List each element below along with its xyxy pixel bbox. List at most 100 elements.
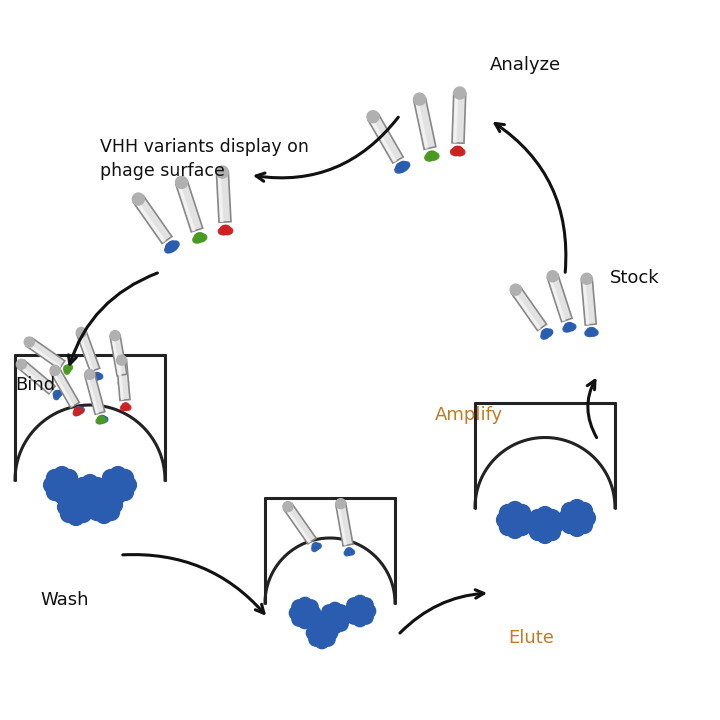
Circle shape <box>516 512 534 528</box>
Circle shape <box>452 150 459 156</box>
Circle shape <box>536 526 554 544</box>
Text: Amplify: Amplify <box>435 406 503 424</box>
Circle shape <box>93 376 98 381</box>
Circle shape <box>334 617 348 631</box>
Circle shape <box>78 499 94 516</box>
Circle shape <box>347 610 361 624</box>
Circle shape <box>403 162 410 168</box>
Polygon shape <box>15 355 165 480</box>
Circle shape <box>593 330 598 336</box>
Circle shape <box>110 330 120 341</box>
Circle shape <box>101 418 107 423</box>
Circle shape <box>452 146 462 156</box>
Circle shape <box>74 408 81 415</box>
Polygon shape <box>50 368 79 408</box>
Circle shape <box>117 484 133 500</box>
Circle shape <box>91 485 109 501</box>
Circle shape <box>353 612 367 626</box>
Circle shape <box>53 390 60 398</box>
Circle shape <box>54 395 59 400</box>
Circle shape <box>306 626 320 640</box>
Circle shape <box>576 503 593 519</box>
Circle shape <box>217 166 228 178</box>
Circle shape <box>428 151 437 160</box>
Polygon shape <box>452 93 466 143</box>
Circle shape <box>109 487 127 503</box>
Circle shape <box>57 390 62 396</box>
Circle shape <box>120 405 126 410</box>
Circle shape <box>218 228 225 235</box>
Circle shape <box>91 492 117 518</box>
Circle shape <box>544 510 560 526</box>
Circle shape <box>427 155 433 161</box>
Circle shape <box>89 477 105 495</box>
Circle shape <box>344 604 359 618</box>
Circle shape <box>60 492 77 508</box>
Circle shape <box>541 330 549 338</box>
Circle shape <box>78 408 83 414</box>
Circle shape <box>102 484 120 500</box>
Circle shape <box>81 495 99 511</box>
Polygon shape <box>582 279 590 325</box>
Circle shape <box>24 337 35 347</box>
Circle shape <box>497 512 513 528</box>
Circle shape <box>289 606 304 620</box>
Circle shape <box>532 512 558 538</box>
Polygon shape <box>133 196 172 243</box>
Circle shape <box>309 632 323 646</box>
Circle shape <box>349 600 371 622</box>
Circle shape <box>543 333 549 338</box>
Circle shape <box>513 518 531 536</box>
Circle shape <box>433 153 439 159</box>
Circle shape <box>402 163 408 170</box>
Circle shape <box>292 612 306 626</box>
Circle shape <box>49 472 75 498</box>
Circle shape <box>543 329 551 337</box>
Circle shape <box>97 415 105 423</box>
Circle shape <box>194 233 203 242</box>
Circle shape <box>53 487 71 503</box>
Circle shape <box>328 603 342 616</box>
Circle shape <box>283 502 293 512</box>
Circle shape <box>226 228 233 234</box>
Circle shape <box>60 505 77 523</box>
Circle shape <box>105 472 131 498</box>
Circle shape <box>166 243 174 252</box>
Circle shape <box>581 274 593 284</box>
Polygon shape <box>512 290 541 330</box>
Circle shape <box>588 328 596 336</box>
Circle shape <box>98 418 103 424</box>
Polygon shape <box>581 279 596 325</box>
Circle shape <box>193 237 199 243</box>
Circle shape <box>347 598 361 612</box>
Circle shape <box>306 606 320 620</box>
Circle shape <box>122 402 130 410</box>
Circle shape <box>563 326 569 332</box>
Circle shape <box>321 632 335 646</box>
Circle shape <box>451 149 456 155</box>
Polygon shape <box>369 117 397 163</box>
Circle shape <box>562 517 578 534</box>
Circle shape <box>564 323 572 331</box>
Circle shape <box>544 523 560 541</box>
Circle shape <box>322 605 336 619</box>
Circle shape <box>79 408 84 413</box>
Circle shape <box>454 146 463 156</box>
Circle shape <box>173 241 179 248</box>
Polygon shape <box>18 361 55 394</box>
Polygon shape <box>415 99 428 149</box>
Circle shape <box>576 517 593 534</box>
Circle shape <box>541 333 546 339</box>
Polygon shape <box>549 276 566 321</box>
Circle shape <box>502 507 528 533</box>
Polygon shape <box>135 200 166 243</box>
Polygon shape <box>547 274 572 322</box>
Polygon shape <box>76 330 99 372</box>
Circle shape <box>117 355 127 365</box>
Circle shape <box>102 469 120 486</box>
Circle shape <box>168 241 177 250</box>
Circle shape <box>103 490 120 506</box>
Text: Elute: Elute <box>508 629 554 647</box>
Circle shape <box>322 617 336 631</box>
Circle shape <box>125 405 131 410</box>
